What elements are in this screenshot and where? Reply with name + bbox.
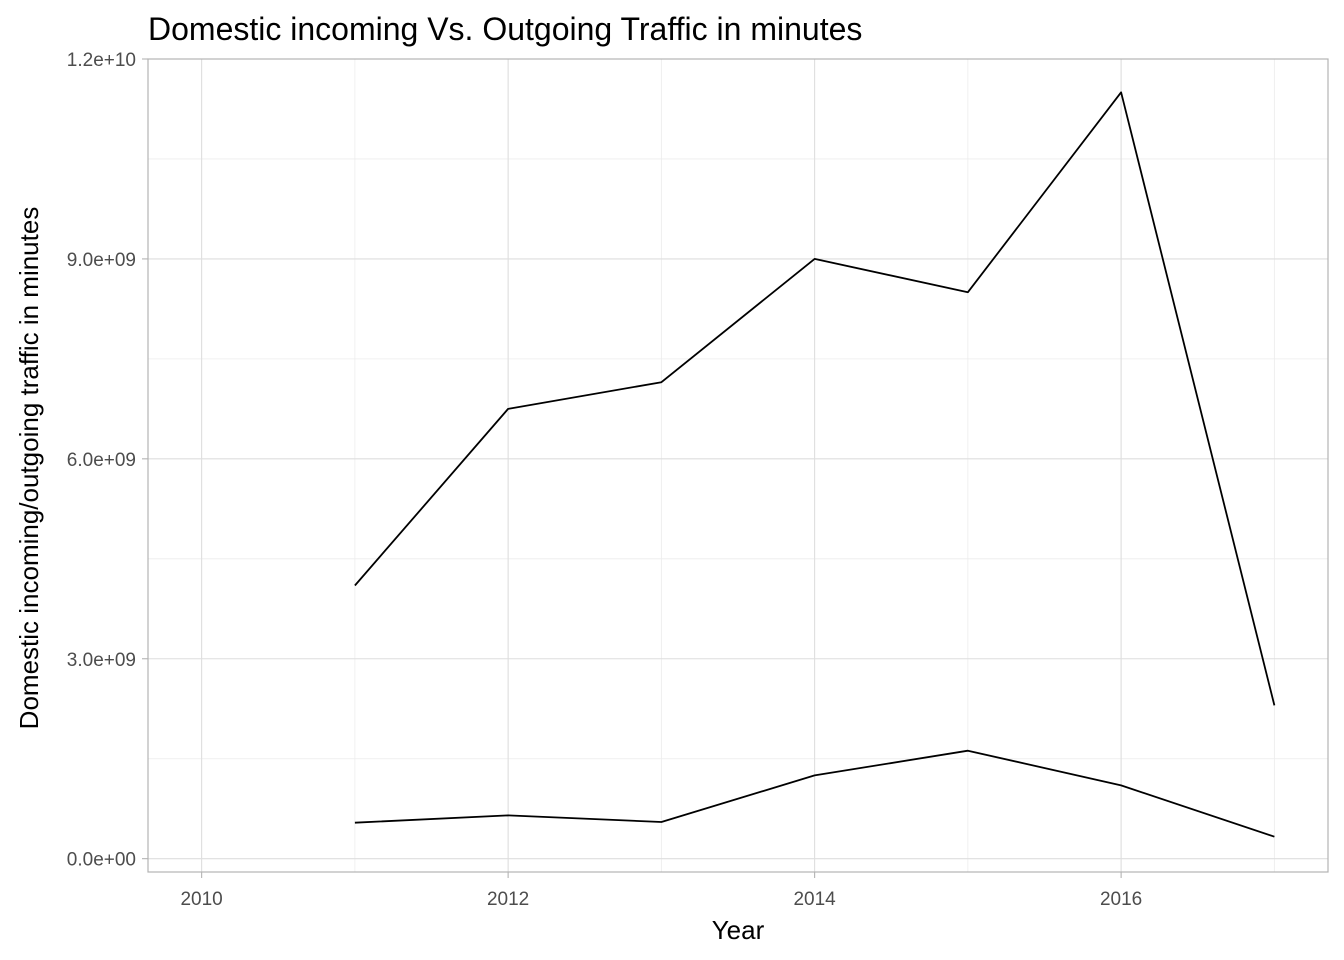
series-layer (354, 91, 1276, 838)
series-line-2 (354, 749, 1275, 838)
chart-title: Domestic incoming Vs. Outgoing Traffic i… (148, 11, 862, 47)
y-axis: 0.0e+00 3.0e+09 6.0e+09 9.0e+09 1.2e+10 (67, 50, 148, 871)
x-tick-label: 2014 (793, 889, 836, 910)
plot-panel-border (147, 58, 1329, 873)
y-tick-label: 9.0e+09 (67, 250, 136, 271)
x-tick-label: 2010 (180, 889, 222, 910)
x-tick-label: 2012 (487, 889, 529, 910)
y-tick-label: 1.2e+10 (67, 50, 136, 71)
y-axis-title: Domestic incoming/outgoing traffic in mi… (14, 207, 44, 730)
x-axis-title: Year (712, 915, 765, 945)
x-axis: 2010 2012 2014 2016 (180, 872, 1142, 910)
y-tick-label: 3.0e+09 (67, 650, 136, 671)
grid-lines (148, 58, 1328, 872)
y-tick-label: 0.0e+00 (67, 850, 136, 871)
x-tick-label: 2016 (1100, 889, 1142, 910)
series-line-1 (354, 91, 1276, 706)
y-tick-label: 6.0e+09 (67, 450, 136, 471)
